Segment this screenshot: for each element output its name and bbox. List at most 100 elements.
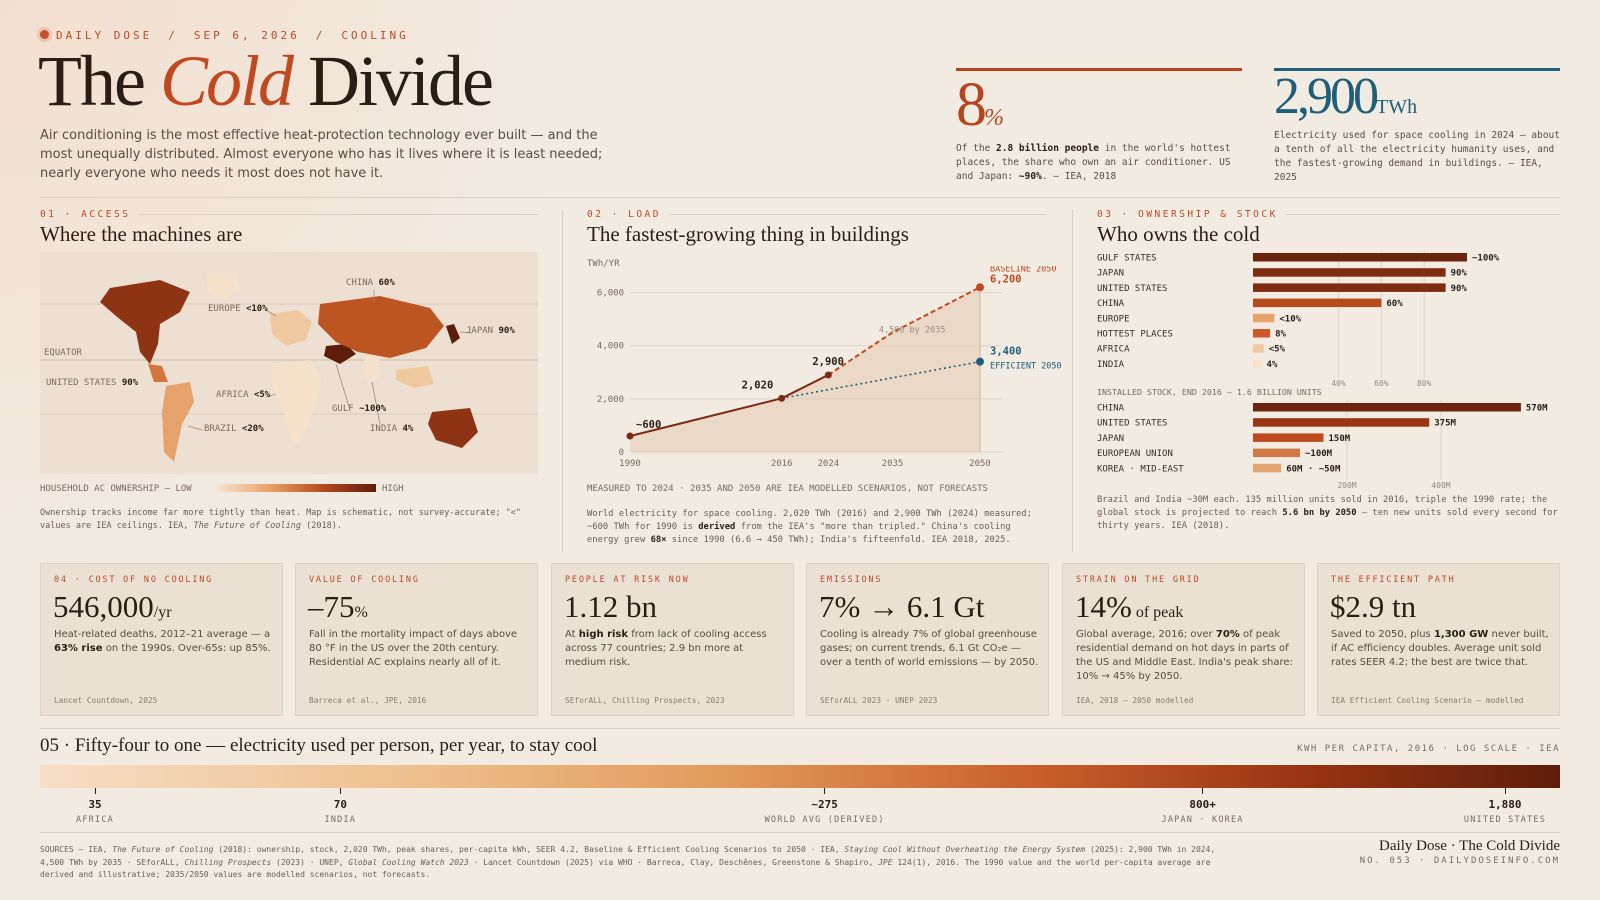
stat-value: 8%: [956, 74, 1242, 136]
label-value: 60%: [378, 278, 395, 288]
x-tick-label: 1990: [619, 459, 641, 469]
africa-shape: [272, 360, 322, 444]
label-value: ~100%: [359, 404, 387, 414]
leader-line: [335, 363, 351, 411]
bar-category-label: INDIA: [1097, 360, 1125, 370]
src-italic: The Future of Cooling: [112, 845, 214, 854]
scale-tick-label: WORLD AVG (DERIVED): [764, 815, 885, 825]
section-title-access: Where the machines are: [40, 222, 243, 246]
stat-text: Of the 2.8 billion people in the world's…: [956, 142, 1242, 184]
end-point: [976, 357, 984, 366]
y-tick-label: 0: [619, 448, 624, 458]
load-note: World electricity for space cooling. 2,0…: [587, 508, 1047, 547]
stat-number: 2,900: [1274, 68, 1379, 125]
label-value: <5%: [253, 390, 271, 400]
scale-tick-mark: [339, 788, 341, 794]
x-tick-label: 40%: [1331, 379, 1346, 388]
text-part: Of the: [956, 143, 997, 154]
india-shape: [362, 356, 380, 382]
legend-high-label: HIGH: [382, 484, 404, 494]
note-bold: 68×: [650, 535, 667, 545]
card-value: –75%: [308, 589, 368, 625]
text-bold: 2.8 billion people: [996, 143, 1099, 154]
lede: Air conditioning is the most effective h…: [40, 128, 603, 181]
label-name: AFRICA: [216, 390, 249, 400]
card-desc: Saved to 2050, plus 1,300 GW never built…: [1331, 628, 1551, 670]
bar-value-label: 90%: [1451, 269, 1468, 279]
bar: [1253, 418, 1430, 427]
bar: [1253, 253, 1467, 262]
map-label-japan: JAPAN 90%: [466, 326, 515, 336]
annotation-label: 4,500 by 2035: [879, 325, 946, 335]
scale-tick-label: AFRICA: [76, 815, 114, 825]
kicker-separator: /: [315, 29, 326, 42]
stock-bar-chart: 200M 400M CHINA 570M UNITED STATES 375M JAPAN 1…: [1097, 400, 1548, 490]
bar-value-label: <5%: [1269, 345, 1286, 355]
map-label-us: UNITED STATES 90%: [46, 378, 138, 388]
card-label: VALUE OF COOLING: [309, 575, 420, 585]
scale-tick-mark: [1504, 788, 1506, 794]
greenland-shape: [206, 272, 240, 300]
note-part: — ten new units sold every second for th…: [1097, 508, 1558, 531]
stat-rule: [1274, 68, 1560, 71]
text-bold: ~90%: [1018, 171, 1042, 182]
value-unit: %: [354, 604, 368, 621]
bar-category-label: CHINA: [1097, 299, 1125, 309]
x-tick-label: 400M: [1431, 481, 1450, 490]
footer-issue-link[interactable]: NO. 053 · DAILYDOSEINFO.COM: [1359, 856, 1560, 866]
card-desc: Fall in the mortality impact of days abo…: [309, 628, 529, 670]
bar: [1253, 433, 1324, 442]
note-italic: The Future of Cooling: [193, 521, 301, 531]
label-name: UNITED STATES: [46, 378, 117, 388]
x-tick-label: 200M: [1337, 481, 1356, 490]
data-point: [824, 371, 832, 379]
label-name: BRAZIL: [204, 424, 237, 434]
x-tick-label: 60%: [1374, 379, 1389, 388]
card-source: Barreca et al., JPE, 2016: [309, 696, 427, 705]
bar-category-label: HOTTEST PLACES: [1097, 330, 1173, 340]
bar-category-label: AFRICA: [1097, 345, 1130, 355]
leader-line: [265, 309, 277, 317]
ownership-bar-chart: 40% 60% 80% GULF STATES ~100% JAPAN 90% UNITED …: [1097, 250, 1500, 388]
desc-part: Cooling is already 7% of global greenhou…: [820, 629, 1039, 668]
scale-tick-label: UNITED STATES: [1463, 815, 1547, 825]
bar-value-label: 570M: [1526, 404, 1548, 414]
card-source: IEA, 2018 — 2050 modelled: [1076, 696, 1194, 705]
section-label-ownership: 03 · OWNERSHIP & STOCK: [1097, 209, 1560, 220]
value-number: 546,000: [53, 589, 154, 624]
card-people-at-risk: PEOPLE AT RISK NOW 1.12 bn At high risk …: [551, 563, 794, 716]
bar-value-label: ~100%: [1472, 254, 1500, 264]
data-point: [778, 394, 786, 402]
leader-line: [459, 331, 473, 334]
x-tick-label: 2024: [817, 459, 839, 469]
equator-label: EQUATOR: [44, 348, 82, 358]
stat-ac-ownership: 8% Of the 2.8 billion people in the worl…: [956, 68, 1242, 184]
card-desc: Heat-related deaths, 2012–21 average — a…: [54, 628, 274, 656]
bar-category-label: JAPAN: [1097, 269, 1124, 279]
label-name: JAPAN: [466, 326, 494, 336]
data-label: 2,900: [812, 356, 844, 368]
map-label-brazil: BRAZIL <20%: [204, 424, 264, 434]
card-emissions: EMISSIONS 7% → 6.1 Gt Cooling is already…: [806, 563, 1049, 716]
scale-tick-value: 1,880: [1488, 798, 1522, 811]
north-america-shape: [100, 280, 190, 364]
card-value: 14% of peak: [1075, 589, 1183, 625]
load-line-chart: 0 2,000 4,000 6,000 1990 2016 2024 2035 2050 ~600…: [597, 266, 1062, 469]
stat-unit: %: [984, 105, 1004, 131]
footer-sources: SOURCES — IEA, The Future of Cooling (20…: [40, 844, 1220, 882]
desc-bold: high risk: [578, 629, 629, 640]
stock-caption: INSTALLED STOCK, END 2016 — 1.6 BILLION …: [1097, 387, 1322, 397]
legend-gradient: [216, 484, 376, 492]
title-part: The: [38, 41, 160, 121]
value-number: –75: [308, 589, 355, 624]
series-name-label: BASELINE 2050: [990, 266, 1057, 274]
desc-part: Fall in the mortality impact of days abo…: [309, 629, 518, 668]
label-name: INDIA: [370, 424, 398, 434]
scale-tick-mark: [1202, 788, 1204, 794]
card-source: Lancet Countdown, 2025: [54, 696, 158, 705]
stat-number: 8: [956, 71, 987, 139]
page-title: The Cold Divide: [38, 40, 494, 123]
label-name: EUROPE: [208, 304, 241, 314]
label-text: 02 · LOAD: [587, 209, 661, 220]
desc-bold: 1,300 GW: [1433, 629, 1489, 640]
